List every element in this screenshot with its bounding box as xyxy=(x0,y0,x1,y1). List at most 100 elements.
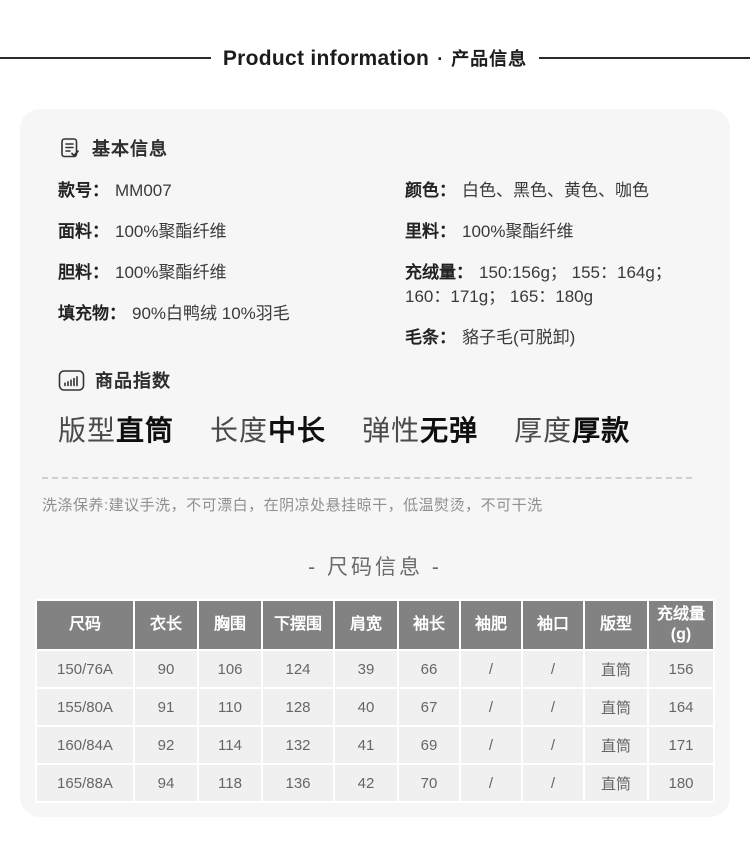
info-label: 颜色： xyxy=(405,181,456,200)
table-cell: 128 xyxy=(263,689,333,725)
info-row-down-weight: 充绒量： 150:156g； 155：164g； 160：171g； 165：18… xyxy=(405,261,690,309)
table-cell: 42 xyxy=(335,765,397,801)
header-rule-right xyxy=(539,57,750,59)
info-row-fur-strip: 毛条： 貉子毛(可脱卸) xyxy=(405,326,690,350)
dashed-divider xyxy=(42,477,692,479)
page-header: Product information · 产品信息 xyxy=(0,45,750,71)
info-label: 里料： xyxy=(405,222,456,241)
basic-info-grid: 款号： MM007 面料： 100%聚酯纤维 胆料： 100%聚酯纤维 填充物： 90%… xyxy=(20,161,730,367)
info-value: 90%白鸭绒 10%羽毛 xyxy=(132,304,290,323)
index-item-length: 长度中长 xyxy=(210,409,326,449)
size-table-header-cell: 肩宽 xyxy=(335,601,397,649)
size-table-header-cell: 胸围 xyxy=(199,601,261,649)
info-value: 100%聚酯纤维 xyxy=(462,222,574,241)
washing-care-note: 洗涤保养:建议手洗，不可漂白，在阴凉处悬挂晾干，低温熨烫，不可干洗 xyxy=(42,497,543,514)
info-value: 白色、黑色、黄色、咖色 xyxy=(462,181,649,200)
info-row-color: 颜色： 白色、黑色、黄色、咖色 xyxy=(405,179,690,203)
size-table-header-cell: 袖口 xyxy=(523,601,583,649)
index-item-thickness: 厚度厚款 xyxy=(514,409,630,449)
info-label: 胆料： xyxy=(58,263,109,282)
page-title-zh: 产品信息 xyxy=(451,49,528,69)
size-table-header-cell: 版型 xyxy=(585,601,647,649)
table-cell: 110 xyxy=(199,689,261,725)
table-cell: 91 xyxy=(135,689,197,725)
basic-info-section-header: 基本信息 xyxy=(20,135,730,161)
table-cell: 90 xyxy=(135,651,197,687)
table-cell: 直筒 xyxy=(585,689,647,725)
info-row-lining: 里料： 100%聚酯纤维 xyxy=(405,220,690,244)
table-cell: 132 xyxy=(263,727,333,763)
size-table: 尺码 衣长 胸围 下摆围 肩宽 袖长 袖肥 袖口 版型 充绒量(g) 150/76A 90 106 12… xyxy=(35,599,715,803)
table-cell: 165/88A xyxy=(37,765,133,801)
index-value: 厚款 xyxy=(572,415,631,446)
table-cell: 180 xyxy=(649,765,713,801)
table-row: 150/76A 90 106 124 39 66// 直筒 156 xyxy=(37,651,713,687)
basic-info-title: 基本信息 xyxy=(92,139,168,159)
table-cell: 160/84A xyxy=(37,727,133,763)
table-cell: 106 xyxy=(199,651,261,687)
table-cell: 136 xyxy=(263,765,333,801)
size-table-body: 150/76A 90 106 124 39 66// 直筒 156 155/80A 91 110 12… xyxy=(37,651,713,801)
table-cell: 39 xyxy=(335,651,397,687)
table-cell: 150/76A xyxy=(37,651,133,687)
size-table-header-cell: 衣长 xyxy=(135,601,197,649)
table-cell: 70 xyxy=(399,765,459,801)
size-table-header-cell: 袖长 xyxy=(399,601,459,649)
table-cell: 164 xyxy=(649,689,713,725)
index-value: 无弹 xyxy=(420,415,479,446)
table-cell: 171 xyxy=(649,727,713,763)
table-row: 155/80A 91 110 128 40 67// 直筒 164 xyxy=(37,689,713,725)
table-cell: 67 xyxy=(399,689,459,725)
index-item-elasticity: 弹性无弹 xyxy=(362,409,478,449)
info-value: 貉子毛(可脱卸) xyxy=(462,328,576,347)
info-label: 充绒量： xyxy=(405,263,473,282)
index-label: 厚度 xyxy=(514,415,573,446)
table-cell: / xyxy=(461,689,521,725)
product-info-card: 基本信息 款号： MM007 面料： 100%聚酯纤维 胆料： 100%聚酯纤维 填充… xyxy=(20,109,730,817)
table-cell: 直筒 xyxy=(585,765,647,801)
table-cell: 156 xyxy=(649,651,713,687)
page-title-en: Product information xyxy=(222,47,430,70)
info-value: 100%聚酯纤维 xyxy=(115,222,227,241)
size-table-header-row: 尺码 衣长 胸围 下摆围 肩宽 袖长 袖肥 袖口 版型 充绒量(g) xyxy=(37,601,713,649)
size-table-header-cell: 袖肥 xyxy=(461,601,521,649)
index-value: 直筒 xyxy=(116,415,175,446)
info-value: 150:156g； 155：164g； 160：171g； 165：180g xyxy=(405,263,672,306)
table-cell: 124 xyxy=(263,651,333,687)
table-cell: 155/80A xyxy=(37,689,133,725)
table-cell: 66 xyxy=(399,651,459,687)
product-index-row: 版型直筒 长度中长 弹性无弹 厚度厚款 xyxy=(20,393,730,449)
table-cell: 直筒 xyxy=(585,727,647,763)
table-cell: / xyxy=(461,765,521,801)
index-label: 版型 xyxy=(58,415,117,446)
table-cell: 直筒 xyxy=(585,651,647,687)
product-index-section-header: 商品指数 xyxy=(20,367,730,393)
index-item-cut: 版型直筒 xyxy=(58,409,174,449)
bar-chart-icon xyxy=(58,369,85,392)
table-cell: / xyxy=(523,689,583,725)
info-row-filling: 填充物： 90%白鸭绒 10%羽毛 xyxy=(58,302,405,326)
table-cell: 118 xyxy=(199,765,261,801)
index-value: 中长 xyxy=(268,415,327,446)
info-row-fabric: 面料： 100%聚酯纤维 xyxy=(58,220,405,244)
header-rule-left xyxy=(0,57,211,59)
info-value: MM007 xyxy=(115,181,172,200)
size-info-title: - 尺码信息 - xyxy=(308,556,442,579)
size-table-header-cell: 尺码 xyxy=(37,601,133,649)
product-index-title: 商品指数 xyxy=(95,371,171,391)
size-table-head: 尺码 衣长 胸围 下摆围 肩宽 袖长 袖肥 袖口 版型 充绒量(g) xyxy=(37,601,713,649)
document-check-icon xyxy=(58,136,82,160)
table-row: 165/88A 94 118 136 42 70// 直筒 180 xyxy=(37,765,713,801)
info-label: 款号： xyxy=(58,181,109,200)
table-cell: / xyxy=(461,651,521,687)
info-label: 面料： xyxy=(58,222,109,241)
basic-info-right-column: 颜色： 白色、黑色、黄色、咖色 里料： 100%聚酯纤维 充绒量： 150:156g；… xyxy=(405,179,690,367)
index-label: 弹性 xyxy=(362,415,421,446)
table-cell: 69 xyxy=(399,727,459,763)
title-dot-separator: · xyxy=(437,49,444,69)
table-cell: / xyxy=(523,727,583,763)
table-cell: 114 xyxy=(199,727,261,763)
table-cell: / xyxy=(523,765,583,801)
table-cell: / xyxy=(461,727,521,763)
info-row-interlining: 胆料： 100%聚酯纤维 xyxy=(58,261,405,285)
